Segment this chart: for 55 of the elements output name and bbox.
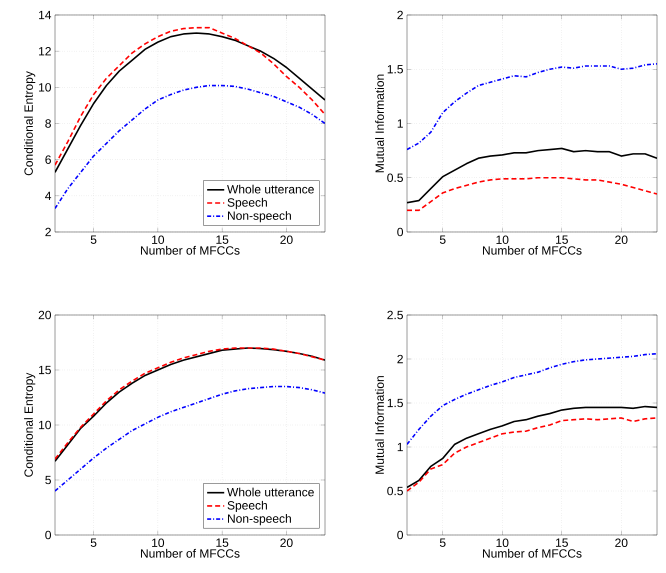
x-tick-label: 20 (615, 236, 628, 244)
y-tick-label: 10 (39, 83, 52, 92)
y-tick-label: 1.5 (388, 65, 403, 74)
x-tick-label: 20 (280, 236, 293, 244)
x-axis-title: Number of MFCCs (140, 246, 240, 255)
legend-label: Non-speech (228, 514, 291, 526)
x-axis-title: Number of MFCCs (140, 548, 240, 558)
x-tick-label: 15 (556, 236, 568, 244)
y-tick-label: 12 (39, 46, 51, 56)
x-tick-label: 10 (152, 538, 164, 548)
x-tick-label: 15 (216, 236, 228, 244)
legend-label: Whole utterance (227, 488, 314, 496)
x-tick-label: 10 (496, 236, 508, 244)
y-tick-label: 10 (39, 420, 52, 430)
y-tick-label: 0.5 (387, 174, 403, 182)
y-tick-label: 0 (397, 228, 404, 236)
line-series (55, 84, 326, 210)
y-tick-label: 2.5 (387, 310, 403, 320)
y-tick-label: 1.5 (388, 398, 403, 408)
y-tick-label: 0 (397, 530, 404, 540)
x-tick-label: 20 (615, 538, 628, 548)
x-tick-label: 10 (496, 538, 508, 548)
x-tick-label: 15 (556, 538, 568, 547)
y-tick-label: 4 (45, 192, 52, 200)
y-tick-label: 5 (45, 476, 51, 484)
y-tick-label: 20 (38, 310, 52, 320)
y-axis-title: Mutual Information (375, 74, 384, 172)
x-axis-title: Number of MFCCs (482, 548, 582, 558)
legend-label: Speech (228, 198, 267, 210)
y-tick-label: 14 (39, 10, 52, 20)
y-tick-label: 6 (45, 155, 51, 164)
legend-label: Whole utterance (227, 184, 314, 194)
y-tick-label: 2 (397, 354, 403, 364)
x-tick-label: 10 (152, 236, 164, 244)
x-tick-label: 5 (90, 538, 96, 547)
x-tick-label: 15 (216, 538, 228, 547)
legend-label: Speech (228, 500, 267, 512)
y-tick-label: 8 (45, 119, 51, 128)
y-tick-label: 15 (39, 366, 51, 374)
y-tick-label: 2 (397, 10, 403, 20)
y-tick-label: 0 (45, 530, 52, 540)
y-tick-label: 1 (398, 119, 403, 128)
x-tick-label: 20 (280, 538, 293, 548)
legend-label: Non-speech (228, 211, 291, 222)
x-tick-label: 5 (440, 538, 446, 547)
y-axis-title: Mutual Information (375, 376, 384, 474)
x-tick-label: 5 (90, 236, 96, 244)
y-axis-title: Conditional Entropy (24, 71, 36, 176)
x-tick-label: 5 (440, 236, 446, 244)
x-axis-title: Number of MFCCs (482, 246, 582, 255)
y-axis-title: Conditional Entropy (24, 372, 36, 477)
y-tick-label: 2 (45, 228, 51, 236)
y-tick-label: 0.5 (387, 486, 403, 496)
line-series (407, 352, 658, 446)
y-tick-label: 1 (398, 442, 403, 452)
